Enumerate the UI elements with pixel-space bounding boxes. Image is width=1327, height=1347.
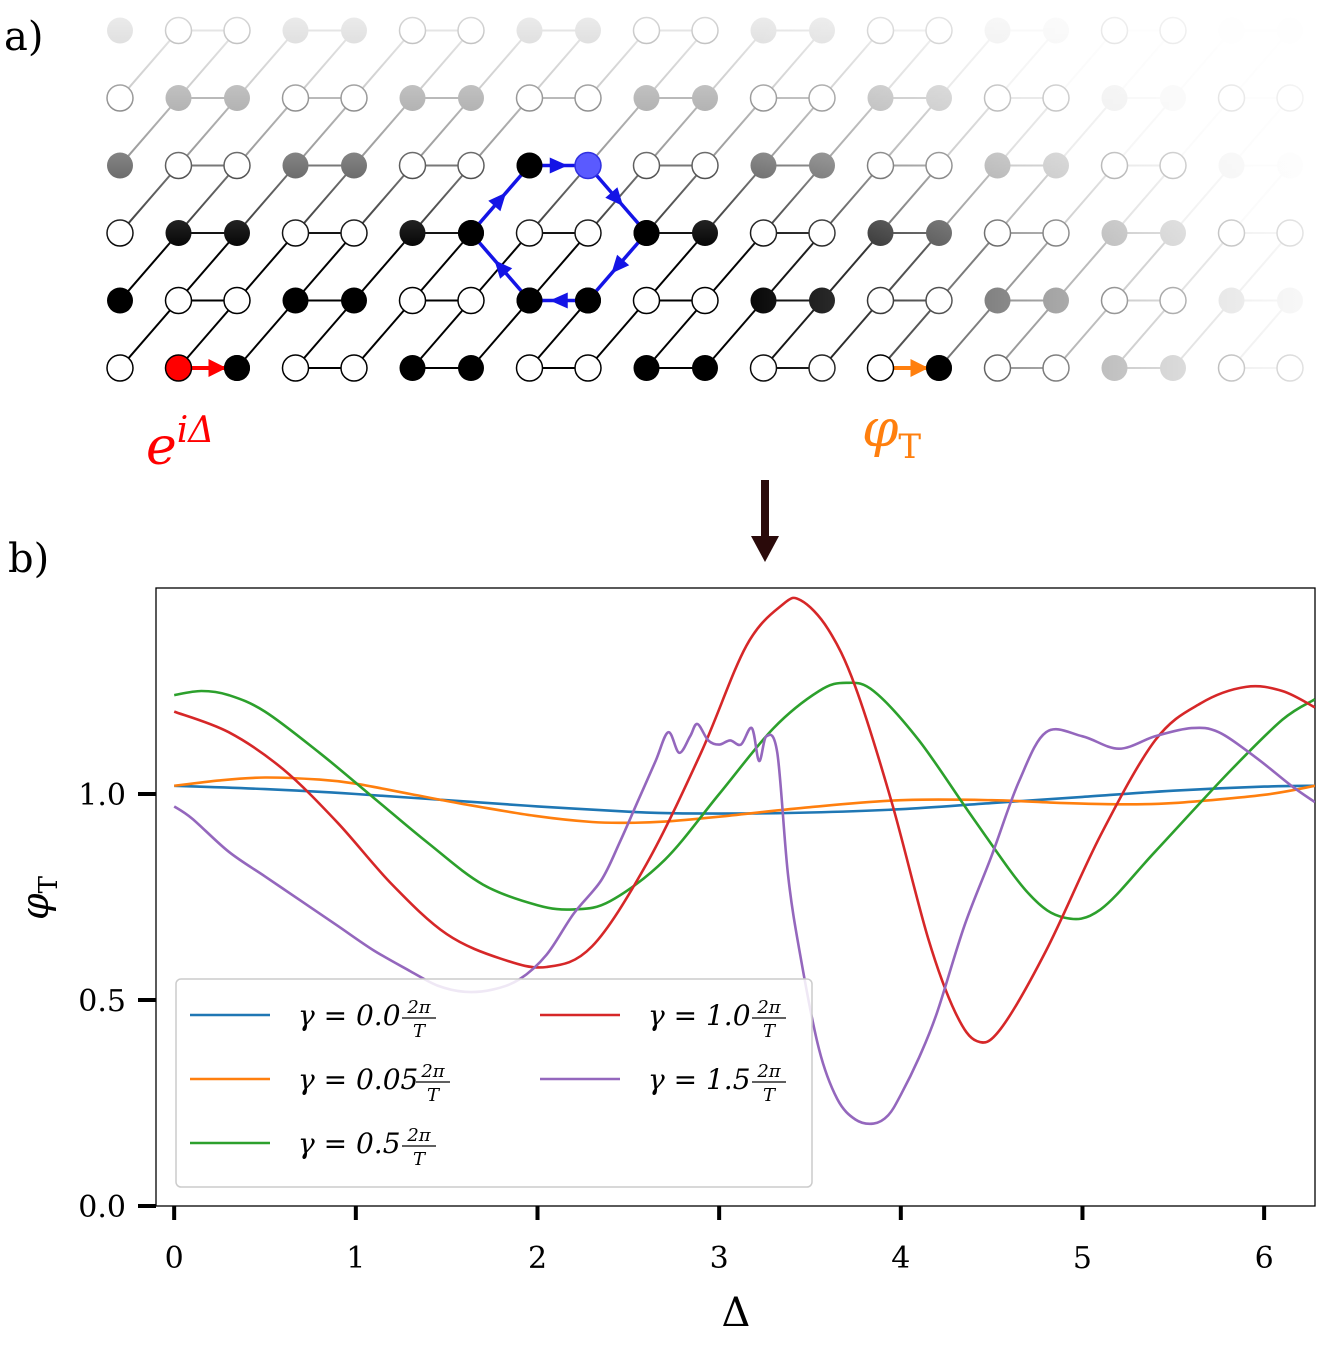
y-axis-label: φT: [13, 875, 64, 920]
x-tick-label: 0: [165, 1241, 184, 1276]
legend-label: γ = 0.05: [298, 1063, 418, 1096]
legend-fraction-denominator: T: [763, 1085, 777, 1106]
plaquette-arrow-icon: [611, 254, 630, 274]
x-tick-label: 5: [1073, 1241, 1092, 1276]
plaquette-arrow-icon: [494, 259, 513, 279]
legend-fraction-numerator: 2π: [406, 997, 431, 1018]
panel-b-label: b): [8, 536, 49, 582]
panel-a-label: a): [4, 14, 43, 60]
phase-arrow-icon: [208, 359, 227, 377]
plot-frame: [155, 587, 1316, 1207]
phi-t-arrow-icon: [910, 359, 929, 377]
phase-annotation: eiΔ: [146, 410, 214, 477]
highlight-layer: [164, 151, 952, 382]
x-tick-label: 2: [528, 1241, 547, 1276]
legend-label: γ = 1.5: [648, 1063, 751, 1096]
lattice-panel: [0, 0, 1327, 420]
legend-fraction-denominator: T: [413, 1021, 427, 1042]
y-axis: 0.0 0.5 1.0: [78, 778, 156, 1225]
legend-fraction-denominator: T: [413, 1149, 427, 1170]
series-line-1: [174, 776, 1315, 825]
phase-site: [224, 355, 250, 381]
series-line-3: [173, 596, 1315, 1044]
y-tick-label: 0.5: [78, 984, 126, 1019]
phi-t-site: [926, 355, 952, 381]
plaquette-arrow-icon: [549, 157, 568, 174]
series-line-2: [173, 681, 1315, 921]
legend-label: γ = 0.5: [298, 1127, 401, 1160]
x-tick-label: 1: [346, 1241, 365, 1276]
legend-box: [175, 978, 813, 1188]
series-line-0: [174, 784, 1315, 815]
x-tick-label: 3: [710, 1241, 729, 1276]
y-tick-label: 1.0: [78, 778, 126, 813]
legend-fraction-numerator: 2π: [406, 1125, 431, 1146]
plaquette-arrow-icon: [488, 192, 507, 212]
legend-fraction-denominator: T: [427, 1085, 441, 1106]
plaquette-arrow-icon: [549, 292, 568, 309]
legend-fraction-numerator: 2π: [756, 997, 781, 1018]
phi-t-annotation: φT: [862, 399, 921, 467]
phi-t-site: [866, 354, 895, 382]
down-arrow-icon: [751, 480, 779, 562]
legend-fraction-numerator: 2π: [756, 1061, 781, 1082]
right-fade-overlay: [0, 0, 1327, 420]
plaquette-arrow-icon: [605, 187, 624, 207]
plaquette-site: [575, 287, 601, 314]
x-axis: 0 1 2 3 4 5 6: [165, 1206, 1274, 1276]
y-tick-label: 0.0: [78, 1190, 126, 1225]
plaquette-site: [633, 220, 660, 246]
highlighted-site: [574, 151, 602, 180]
plaquette-site: [516, 152, 543, 179]
phase-site: [164, 354, 193, 382]
legend-fraction-denominator: T: [763, 1021, 777, 1042]
x-axis-label: Δ: [722, 1290, 751, 1336]
legend-label: γ = 1.0: [648, 999, 751, 1032]
legend-label: γ = 0.0: [298, 999, 401, 1032]
legend-fraction-numerator: 2π: [420, 1061, 445, 1082]
plaquette-site: [516, 287, 543, 314]
x-tick-label: 4: [891, 1241, 910, 1276]
x-tick-label: 6: [1255, 1241, 1274, 1276]
plaquette-site: [458, 220, 484, 246]
